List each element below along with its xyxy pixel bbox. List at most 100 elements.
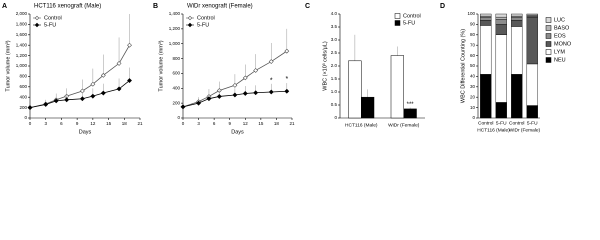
legend-label: 5-FU [197, 22, 209, 28]
x-tick-label: 5-FU [527, 120, 538, 126]
legend-marker [34, 22, 40, 28]
bar-segment [495, 34, 507, 103]
y-tick-label: 3.5 [331, 24, 338, 29]
y-tick-label: 200 [19, 105, 27, 110]
legend-marker [187, 15, 193, 21]
point [253, 90, 259, 96]
point [284, 88, 290, 94]
bar-segment [495, 24, 507, 35]
y-tick-label: 1,200 [169, 26, 181, 31]
bar-segment [511, 13, 523, 17]
y-tick-label: 600 [172, 71, 180, 76]
point [100, 90, 106, 96]
point [268, 59, 274, 64]
bar-segment [511, 74, 523, 119]
legend-label: Control [197, 15, 215, 21]
legend-label: Control [403, 13, 421, 19]
point [253, 68, 259, 73]
point [180, 104, 186, 110]
legend-swatch [545, 33, 552, 39]
x-tick-label: 0 [182, 121, 185, 126]
legend-label: 5-FU [403, 20, 415, 26]
point [232, 82, 238, 88]
point [90, 81, 96, 87]
bar [361, 96, 375, 119]
point [127, 42, 132, 48]
x-tick-label: 12 [243, 121, 249, 126]
legend-marker [34, 15, 40, 21]
bar-segment [480, 16, 492, 21]
x-tick-label: Control [509, 120, 524, 126]
bar-segment [495, 102, 507, 119]
figure: A HCT116 xenograft (Male)02004006008001,0… [2, 3, 572, 136]
point [216, 94, 222, 99]
group-label: WiDr (Female) [509, 127, 541, 133]
x-tick-label: 0 [29, 121, 32, 126]
x-tick-label: 3 [197, 121, 200, 126]
legend-label: NEU [554, 57, 566, 63]
y-tick-label: 80 [470, 32, 476, 37]
bar-segment [480, 25, 492, 75]
legend-label: MONO [554, 41, 572, 47]
panel-label: A [2, 3, 7, 10]
y-tick-label: 600 [19, 84, 27, 89]
y-tick-label: 1,200 [16, 53, 28, 58]
y-tick-label: 200 [172, 100, 180, 105]
point [284, 48, 290, 54]
y-tick-label: 2.5 [331, 50, 338, 55]
x-tick-label: 18 [274, 121, 280, 126]
y-tick-label: 1,400 [16, 42, 28, 47]
y-tick-label: 50 [470, 63, 476, 68]
point [127, 78, 132, 83]
y-tick-label: 2,000 [16, 11, 28, 16]
x-tick-label: 15 [258, 121, 264, 126]
y-tick-label: 0 [472, 115, 475, 120]
annotation: * [285, 76, 288, 83]
legend-swatch [394, 13, 401, 19]
x-tick-label: Control [478, 120, 493, 126]
point [116, 60, 122, 66]
bar-segment [480, 20, 492, 26]
annotation: *** [407, 102, 415, 108]
legend-swatch [394, 20, 401, 26]
x-tick-label: 12 [90, 121, 96, 126]
x-tick-label: 21 [137, 121, 143, 126]
bar-segment [511, 16, 523, 21]
chart-title: HCT116 xenograft (Male) [34, 4, 101, 10]
point [90, 93, 96, 99]
bar-segment [480, 13, 492, 17]
x-tick-label: 9 [228, 121, 231, 126]
x-tick-label: 3 [44, 121, 47, 126]
bar-segment [526, 105, 538, 119]
bar-segment [495, 19, 507, 25]
panel-label: C [305, 3, 310, 10]
x-tick-label: HCT116 (Male) [345, 122, 378, 128]
x-tick-label: 6 [213, 121, 216, 126]
legend-swatch [545, 17, 552, 23]
bar-segment [511, 26, 523, 75]
legend-label: 5-FU [44, 22, 56, 28]
y-tick-label: 400 [172, 85, 180, 90]
bar-segment [495, 13, 507, 18]
legend-swatch [545, 57, 552, 63]
point [64, 97, 70, 103]
legend-label: LUC [554, 17, 565, 23]
point [53, 98, 59, 104]
y-tick-label: 1,000 [169, 41, 181, 46]
bar-segment [511, 20, 523, 27]
legend-label: LYM [554, 49, 565, 55]
legend-swatch [545, 25, 552, 31]
point [79, 88, 85, 94]
legend-label: Control [44, 15, 62, 21]
y-tick-label: 30 [470, 84, 476, 89]
legend-swatch [545, 41, 552, 47]
x-tick-label: 21 [289, 121, 295, 126]
point [242, 75, 248, 81]
x-tick-label: WiDr (Female) [388, 122, 420, 128]
x-tick-label: 9 [76, 121, 79, 126]
legend-label: EOS [554, 33, 566, 39]
group-label: HCT116 (Male) [477, 127, 510, 133]
y-tick-label: 60 [470, 53, 476, 58]
point [27, 105, 33, 111]
y-tick-label: 0 [24, 115, 27, 120]
